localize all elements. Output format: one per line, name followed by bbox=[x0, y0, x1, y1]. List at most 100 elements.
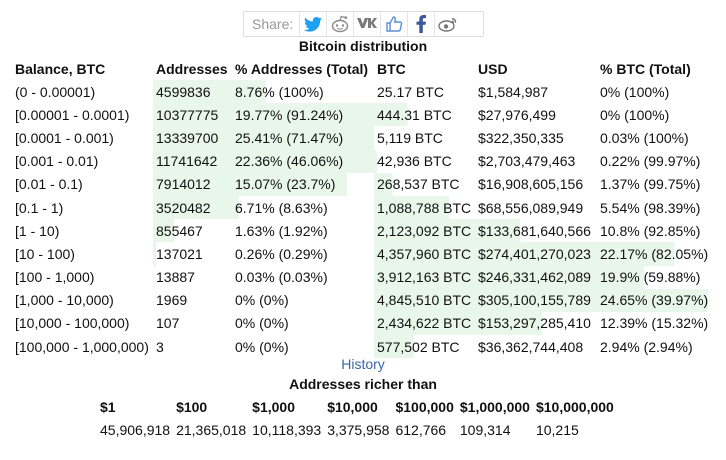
column-header-pct-btc: % BTC (Total) bbox=[600, 60, 691, 77]
pct-btc-cell: 24.65% (39.97%) bbox=[597, 288, 713, 312]
btc-cell: 2,434,622 BTC bbox=[374, 311, 475, 336]
pct-btc-cell: 0.03% (100%) bbox=[600, 129, 689, 146]
pct-btc-cell: 1.37% (99.75%) bbox=[600, 176, 701, 193]
pct-addresses-cell: 0% (0%) bbox=[235, 315, 289, 332]
balance-cell: [0.1 - 1) bbox=[15, 199, 64, 216]
btc-cell: 4,845,510 BTC bbox=[374, 288, 475, 312]
pct-btc-cell: 22.17% (82.05%) bbox=[597, 242, 713, 266]
btc-cell: 5,119 BTC bbox=[374, 126, 475, 150]
table-row: [100 - 1,000) 13887 0.03% (0.03%) 3,912,163… bbox=[12, 265, 713, 289]
btc-cell: 444.31 BTC bbox=[374, 103, 475, 127]
pct-addresses-cell: 25.41% (71.47%) bbox=[232, 126, 374, 150]
twitter-icon[interactable] bbox=[299, 12, 326, 36]
addresses-cell: 13339700 bbox=[153, 126, 232, 150]
balance-cell: (0 - 0.00001) bbox=[15, 83, 96, 100]
pct-addresses-cell: 22.36% (46.06%) bbox=[232, 149, 374, 173]
column-header-btc: BTC bbox=[377, 60, 406, 77]
pct-addresses-cell: 15.07% (23.7%) bbox=[232, 172, 374, 196]
pct-addresses-cell: 8.76% (100%) bbox=[232, 80, 374, 104]
table-row: [1 - 10) 855467 1.63% (1.92%) 2,123,092 BTC… bbox=[12, 219, 713, 243]
richer-values-row: 45,906,918 21,365,018 10,118,393 3,375,9… bbox=[97, 419, 617, 441]
table-row: [0.01 - 0.1) 7914012 15.07% (23.7%) 268,537… bbox=[12, 172, 713, 196]
balance-cell: [10,000 - 100,000) bbox=[15, 315, 130, 332]
pct-addresses-cell: 6.71% (8.63%) bbox=[232, 195, 374, 220]
balance-cell: [0.00001 - 0.0001) bbox=[15, 106, 130, 123]
pct-btc-cell: 0.22% (99.97%) bbox=[600, 153, 701, 170]
addresses-cell: 4599836 bbox=[153, 80, 232, 104]
column-header-balance: Balance, BTC bbox=[15, 60, 106, 77]
richer-value: 109,314 bbox=[459, 422, 511, 438]
usd-cell: $16,908,605,156 bbox=[478, 176, 584, 193]
table-header-row: Balance, BTC Addresses % Addresses (Tota… bbox=[12, 57, 713, 80]
addresses-cell: 7914012 bbox=[153, 172, 232, 196]
pct-btc-cell: 0% (100%) bbox=[600, 106, 670, 123]
richer-header: $100 bbox=[176, 399, 208, 415]
table-row: [0.001 - 0.01) 11741642 22.36% (46.06%) 42,… bbox=[12, 149, 713, 173]
richer-value: 45,906,918 bbox=[100, 422, 171, 438]
usd-cell: $2,703,479,463 bbox=[478, 153, 576, 170]
balance-cell: [0.001 - 0.01) bbox=[15, 153, 99, 170]
richer-value: 10,118,393 bbox=[252, 422, 322, 438]
usd-cell: $68,556,089,949 bbox=[478, 199, 584, 216]
addresses-cell: 137021 bbox=[153, 242, 232, 266]
richer-than-title: Addresses richer than bbox=[289, 376, 437, 392]
btc-cell: 4,357,960 BTC bbox=[374, 242, 475, 266]
balance-cell: [1 - 10) bbox=[15, 222, 60, 239]
balance-cell: [0.0001 - 0.001) bbox=[15, 129, 114, 146]
pct-addresses-cell: 19.77% (91.24%) bbox=[232, 103, 374, 127]
richer-header: $10,000 bbox=[327, 399, 378, 415]
btc-cell: 25.17 BTC bbox=[377, 83, 444, 100]
addresses-cell: 11741642 bbox=[153, 149, 232, 173]
table-row: [0.00001 - 0.0001) 10377775 19.77% (91.24%… bbox=[12, 103, 713, 127]
usd-cell: $133,681,640,566 bbox=[475, 219, 597, 243]
history-link[interactable]: History bbox=[341, 356, 385, 372]
addresses-cell: 3520482 bbox=[153, 195, 232, 220]
pct-addresses-cell: 0.26% (0.29%) bbox=[235, 245, 328, 262]
share-label: Share: bbox=[252, 16, 294, 32]
btc-cell: 577,502 BTC bbox=[374, 335, 475, 359]
vk-icon[interactable] bbox=[353, 12, 380, 36]
addresses-cell: 13887 bbox=[153, 265, 232, 289]
balance-cell: [1,000 - 10,000) bbox=[15, 292, 114, 309]
distribution-table-body: (0 - 0.00001) 4599836 8.76% (100%) 25.17 BT… bbox=[12, 80, 713, 359]
pct-addresses-cell: 0.03% (0.03%) bbox=[235, 269, 328, 286]
btc-cell: 1,088,788 BTC bbox=[374, 195, 475, 220]
addresses-cell: 855467 bbox=[153, 219, 232, 243]
table-row: [0.1 - 1) 3520482 6.71% (8.63%) 1,088,788 B… bbox=[12, 195, 713, 220]
addresses-cell: 107 bbox=[156, 315, 180, 332]
addresses-cell: 3 bbox=[156, 338, 164, 355]
pct-btc-cell: 19.9% (59.88%) bbox=[597, 265, 713, 289]
table-row: [10 - 100) 137021 0.26% (0.29%) 4,357,960 B… bbox=[12, 242, 713, 266]
like-icon[interactable] bbox=[380, 12, 407, 36]
reddit-icon[interactable] bbox=[326, 12, 353, 36]
pct-addresses-cell: 1.63% (1.92%) bbox=[235, 222, 328, 239]
richer-value: 3,375,958 bbox=[327, 422, 390, 438]
pct-btc-cell: 2.94% (2.94%) bbox=[600, 338, 693, 355]
btc-cell: 2,123,092 BTC bbox=[374, 219, 475, 243]
usd-cell: $153,297,285,410 bbox=[475, 311, 597, 336]
richer-header: $1 bbox=[100, 399, 116, 415]
richer-header: $1,000,000 bbox=[459, 399, 530, 415]
share-bar: Share: bbox=[243, 11, 484, 37]
usd-cell: $27,976,499 bbox=[478, 106, 556, 123]
pct-addresses-cell: 0% (0%) bbox=[235, 338, 289, 355]
richer-header: $100,000 bbox=[395, 399, 454, 415]
richer-than-table: $1 $100 $1,000 $10,000 $100,000 $1,000,0… bbox=[97, 397, 617, 441]
usd-cell: $1,584,987 bbox=[478, 83, 549, 100]
balance-cell: [100,000 - 1,000,000) bbox=[15, 338, 149, 355]
column-header-usd: USD bbox=[478, 60, 508, 77]
richer-header: $10,000,000 bbox=[535, 399, 614, 415]
pct-addresses-cell: 0% (0%) bbox=[235, 292, 289, 309]
pct-btc-cell: 0% (100%) bbox=[600, 83, 670, 100]
table-row: [100,000 - 1,000,000) 3 0% (0%) 577,502 BTC… bbox=[12, 335, 713, 359]
usd-cell: $36,362,744,408 bbox=[478, 338, 584, 355]
pct-btc-cell: 10.8% (92.85%) bbox=[600, 222, 701, 239]
table-row: [0.0001 - 0.001) 13339700 25.41% (71.47%) 5… bbox=[12, 126, 713, 150]
weibo-icon[interactable] bbox=[434, 12, 461, 36]
balance-cell: [0.01 - 0.1) bbox=[15, 176, 83, 193]
usd-cell: $274,401,270,023 bbox=[475, 242, 597, 266]
usd-cell: $322,350,335 bbox=[478, 129, 564, 146]
distribution-title: Bitcoin distribution bbox=[298, 38, 428, 54]
facebook-icon[interactable] bbox=[407, 12, 434, 36]
usd-cell: $305,100,155,789 bbox=[475, 288, 597, 312]
